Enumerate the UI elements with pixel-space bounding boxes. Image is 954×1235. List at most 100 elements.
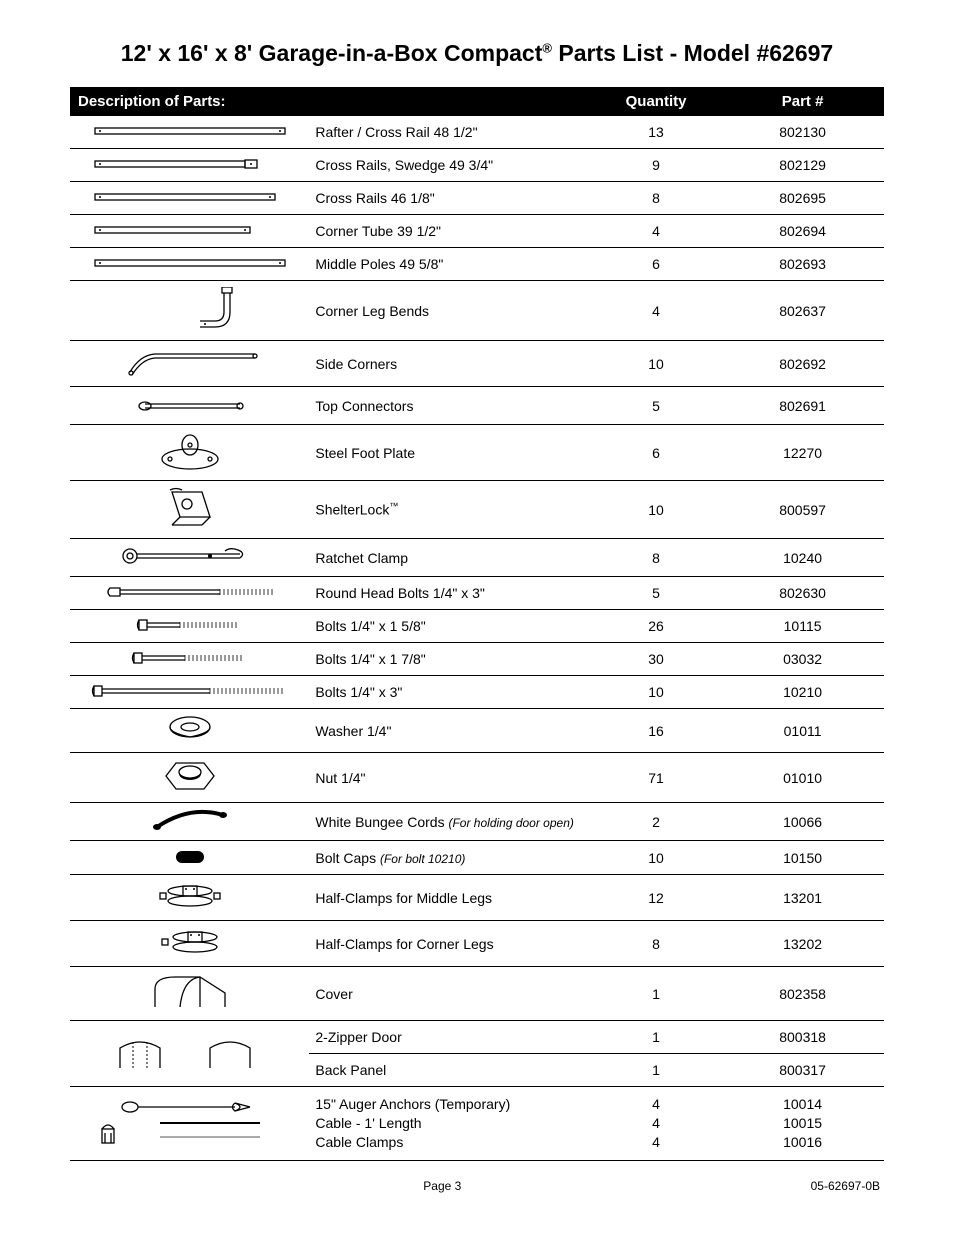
table-row: ShelterLock™10800597 [70, 481, 884, 539]
table-row: 15" Auger Anchors (Temporary)Cable - 1' … [70, 1087, 884, 1161]
footer-doc: 05-62697-0B [811, 1179, 880, 1193]
part-number: 802630 [721, 577, 884, 610]
part-desc: Half-Clamps for Middle Legs [309, 875, 591, 921]
part-number: 100141001510016 [721, 1087, 884, 1161]
table-row: Bolts 1/4" x 3"1010210 [70, 676, 884, 709]
part-qty: 10 [591, 676, 721, 709]
part-number: 802130 [721, 116, 884, 149]
part-desc: Top Connectors [309, 387, 591, 425]
part-number: 10066 [721, 803, 884, 841]
table-row: Nut 1/4"7101010 [70, 753, 884, 803]
part-qty: 30 [591, 643, 721, 676]
part-number: 802129 [721, 149, 884, 182]
part-desc: ShelterLock™ [309, 481, 591, 539]
part-qty: 10 [591, 841, 721, 875]
part-icon [70, 182, 309, 215]
part-number: 12270 [721, 425, 884, 481]
part-number: 802695 [721, 182, 884, 215]
table-row: Bolts 1/4" x 1 7/8"3003032 [70, 643, 884, 676]
part-icon [70, 387, 309, 425]
part-desc: Corner Tube 39 1/2" [309, 215, 591, 248]
parts-table: Description of Parts: Quantity Part # Ra… [70, 87, 884, 1161]
table-row: Ratchet Clamp810240 [70, 539, 884, 577]
part-number: 10150 [721, 841, 884, 875]
part-desc: 2-Zipper Door [309, 1021, 591, 1054]
table-row: Bolts 1/4" x 1 5/8"2610115 [70, 610, 884, 643]
part-icon [70, 577, 309, 610]
part-qty: 444 [591, 1087, 721, 1161]
part-icon [70, 539, 309, 577]
part-qty: 1 [591, 1054, 721, 1087]
table-row: Half-Clamps for Corner Legs813202 [70, 921, 884, 967]
part-qty: 12 [591, 875, 721, 921]
table-row: Rafter / Cross Rail 48 1/2"13802130 [70, 116, 884, 149]
part-number: 802692 [721, 341, 884, 387]
part-icon [70, 753, 309, 803]
table-row: Cover1802358 [70, 967, 884, 1021]
page: 12' x 16' x 8' Garage-in-a-Box Compact® … [0, 0, 954, 1213]
part-number: 13202 [721, 921, 884, 967]
part-qty: 16 [591, 709, 721, 753]
part-qty: 5 [591, 387, 721, 425]
table-row: Steel Foot Plate612270 [70, 425, 884, 481]
part-icon [70, 967, 309, 1021]
part-icon [70, 875, 309, 921]
part-number: 802637 [721, 281, 884, 341]
part-desc: Side Corners [309, 341, 591, 387]
part-desc: 15" Auger Anchors (Temporary)Cable - 1' … [309, 1087, 591, 1161]
part-desc: Washer 1/4" [309, 709, 591, 753]
part-icon [70, 610, 309, 643]
part-number: 01010 [721, 753, 884, 803]
part-number: 10115 [721, 610, 884, 643]
part-qty: 6 [591, 248, 721, 281]
table-row: Top Connectors5802691 [70, 387, 884, 425]
part-qty: 1 [591, 1021, 721, 1054]
part-icon [70, 248, 309, 281]
part-number: 13201 [721, 875, 884, 921]
table-row: White Bungee Cords (For holding door ope… [70, 803, 884, 841]
part-number: 802358 [721, 967, 884, 1021]
part-qty: 8 [591, 182, 721, 215]
part-qty: 4 [591, 215, 721, 248]
part-desc: Ratchet Clamp [309, 539, 591, 577]
part-number: 802691 [721, 387, 884, 425]
table-row: Washer 1/4"1601011 [70, 709, 884, 753]
part-desc: Bolt Caps (For bolt 10210) [309, 841, 591, 875]
part-number: 03032 [721, 643, 884, 676]
part-desc: Middle Poles 49 5/8" [309, 248, 591, 281]
header-part: Part # [721, 87, 884, 116]
part-desc: Half-Clamps for Corner Legs [309, 921, 591, 967]
part-icon [70, 341, 309, 387]
part-icon [70, 281, 309, 341]
table-row: Half-Clamps for Middle Legs1213201 [70, 875, 884, 921]
part-desc: Bolts 1/4" x 1 7/8" [309, 643, 591, 676]
part-qty: 2 [591, 803, 721, 841]
part-number: 10240 [721, 539, 884, 577]
part-qty: 4 [591, 281, 721, 341]
table-row: Middle Poles 49 5/8"6802693 [70, 248, 884, 281]
part-qty: 13 [591, 116, 721, 149]
table-row: 2-Zipper Door1800318 [70, 1021, 884, 1054]
footer: Page 3 05-62697-0B [70, 1179, 884, 1193]
part-desc: Cross Rails 46 1/8" [309, 182, 591, 215]
table-row: Cross Rails, Swedge 49 3/4"9802129 [70, 149, 884, 182]
part-number: 802693 [721, 248, 884, 281]
part-desc: Corner Leg Bends [309, 281, 591, 341]
part-desc: Steel Foot Plate [309, 425, 591, 481]
part-icon [70, 215, 309, 248]
part-icon [70, 643, 309, 676]
part-desc: White Bungee Cords (For holding door ope… [309, 803, 591, 841]
part-icon [70, 921, 309, 967]
part-qty: 1 [591, 967, 721, 1021]
part-qty: 8 [591, 539, 721, 577]
part-desc: Back Panel [309, 1054, 591, 1087]
part-icon [70, 709, 309, 753]
header-desc: Description of Parts: [70, 87, 591, 116]
part-qty: 5 [591, 577, 721, 610]
part-qty: 10 [591, 481, 721, 539]
part-icon [70, 425, 309, 481]
header-qty: Quantity [591, 87, 721, 116]
page-title: 12' x 16' x 8' Garage-in-a-Box Compact® … [70, 40, 884, 67]
part-number: 800317 [721, 1054, 884, 1087]
part-icon [70, 116, 309, 149]
